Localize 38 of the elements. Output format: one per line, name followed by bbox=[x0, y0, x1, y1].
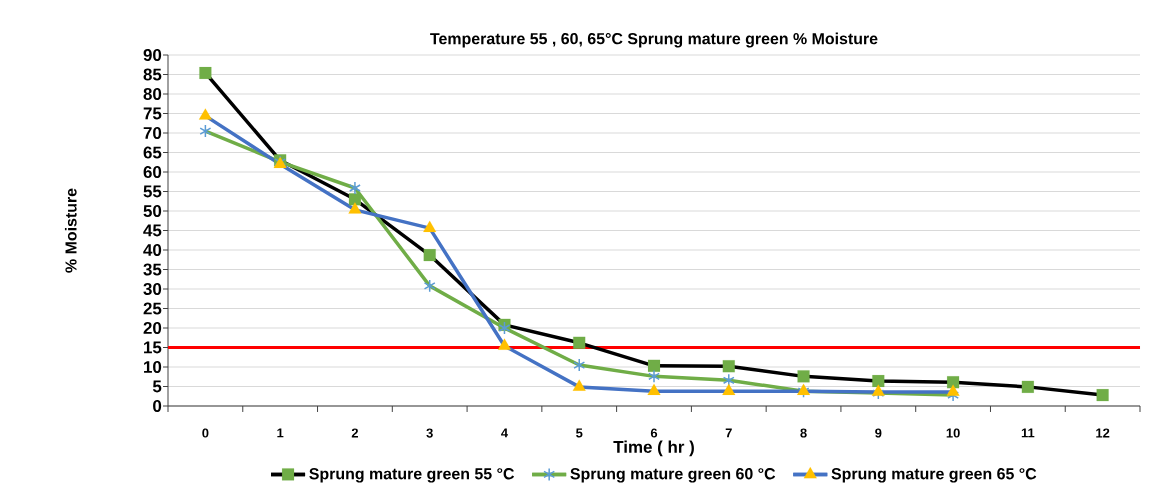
y-tick-label: 25 bbox=[143, 302, 162, 315]
x-tick-label: 7 bbox=[725, 428, 732, 438]
y-tick-label: 40 bbox=[143, 244, 162, 257]
x-tick-label: 0 bbox=[202, 428, 209, 438]
x-tick-label: 4 bbox=[501, 428, 508, 438]
y-tick-label: 15 bbox=[144, 341, 162, 354]
legend-label: Sprung mature green 65 °C bbox=[831, 468, 1037, 483]
legend-label: Sprung mature green 55 °C bbox=[309, 468, 515, 483]
y-tick-label: 5 bbox=[152, 380, 162, 393]
x-tick-label: 11 bbox=[1021, 428, 1035, 438]
x-tick-label: 8 bbox=[800, 428, 807, 438]
y-tick-label: 60 bbox=[143, 166, 162, 179]
y-tick-label: 75 bbox=[143, 107, 162, 120]
y-tick-label: 20 bbox=[143, 322, 162, 334]
y-tick-label: 45 bbox=[143, 224, 162, 237]
y-tick-label: 55 bbox=[143, 185, 162, 198]
x-tick-label: 12 bbox=[1096, 428, 1110, 438]
y-tick-label: 0 bbox=[153, 400, 162, 412]
x-tick-label: 2 bbox=[351, 428, 359, 438]
y-tick-label: 35 bbox=[143, 263, 162, 276]
x-tick-label: 9 bbox=[875, 428, 882, 438]
y-tick-label: 30 bbox=[143, 282, 162, 296]
x-tick-label: 5 bbox=[576, 428, 583, 438]
y-tick-label: 65 bbox=[143, 146, 162, 159]
y-tick-label: 85 bbox=[143, 68, 162, 81]
y-tick-label: 70 bbox=[143, 127, 162, 140]
chart-title: Temperature 55 , 60, 65°C Sprung mature green % Moisture bbox=[430, 32, 878, 48]
x-axis-title: Time ( hr ) bbox=[613, 440, 694, 457]
y-tick-label: 90 bbox=[143, 49, 162, 62]
x-tick-label: 10 bbox=[946, 428, 960, 438]
x-tick-label: 3 bbox=[426, 428, 433, 438]
y-tick-label: 10 bbox=[144, 361, 162, 373]
legend-label: Sprung mature green 60 °C bbox=[570, 468, 776, 483]
y-axis-title: % Moisture bbox=[64, 188, 77, 273]
x-tick-label: 6 bbox=[650, 428, 658, 438]
y-tick-label: 80 bbox=[143, 88, 162, 101]
y-tick-label: 50 bbox=[143, 205, 162, 218]
x-tick-label: 1 bbox=[277, 428, 284, 438]
